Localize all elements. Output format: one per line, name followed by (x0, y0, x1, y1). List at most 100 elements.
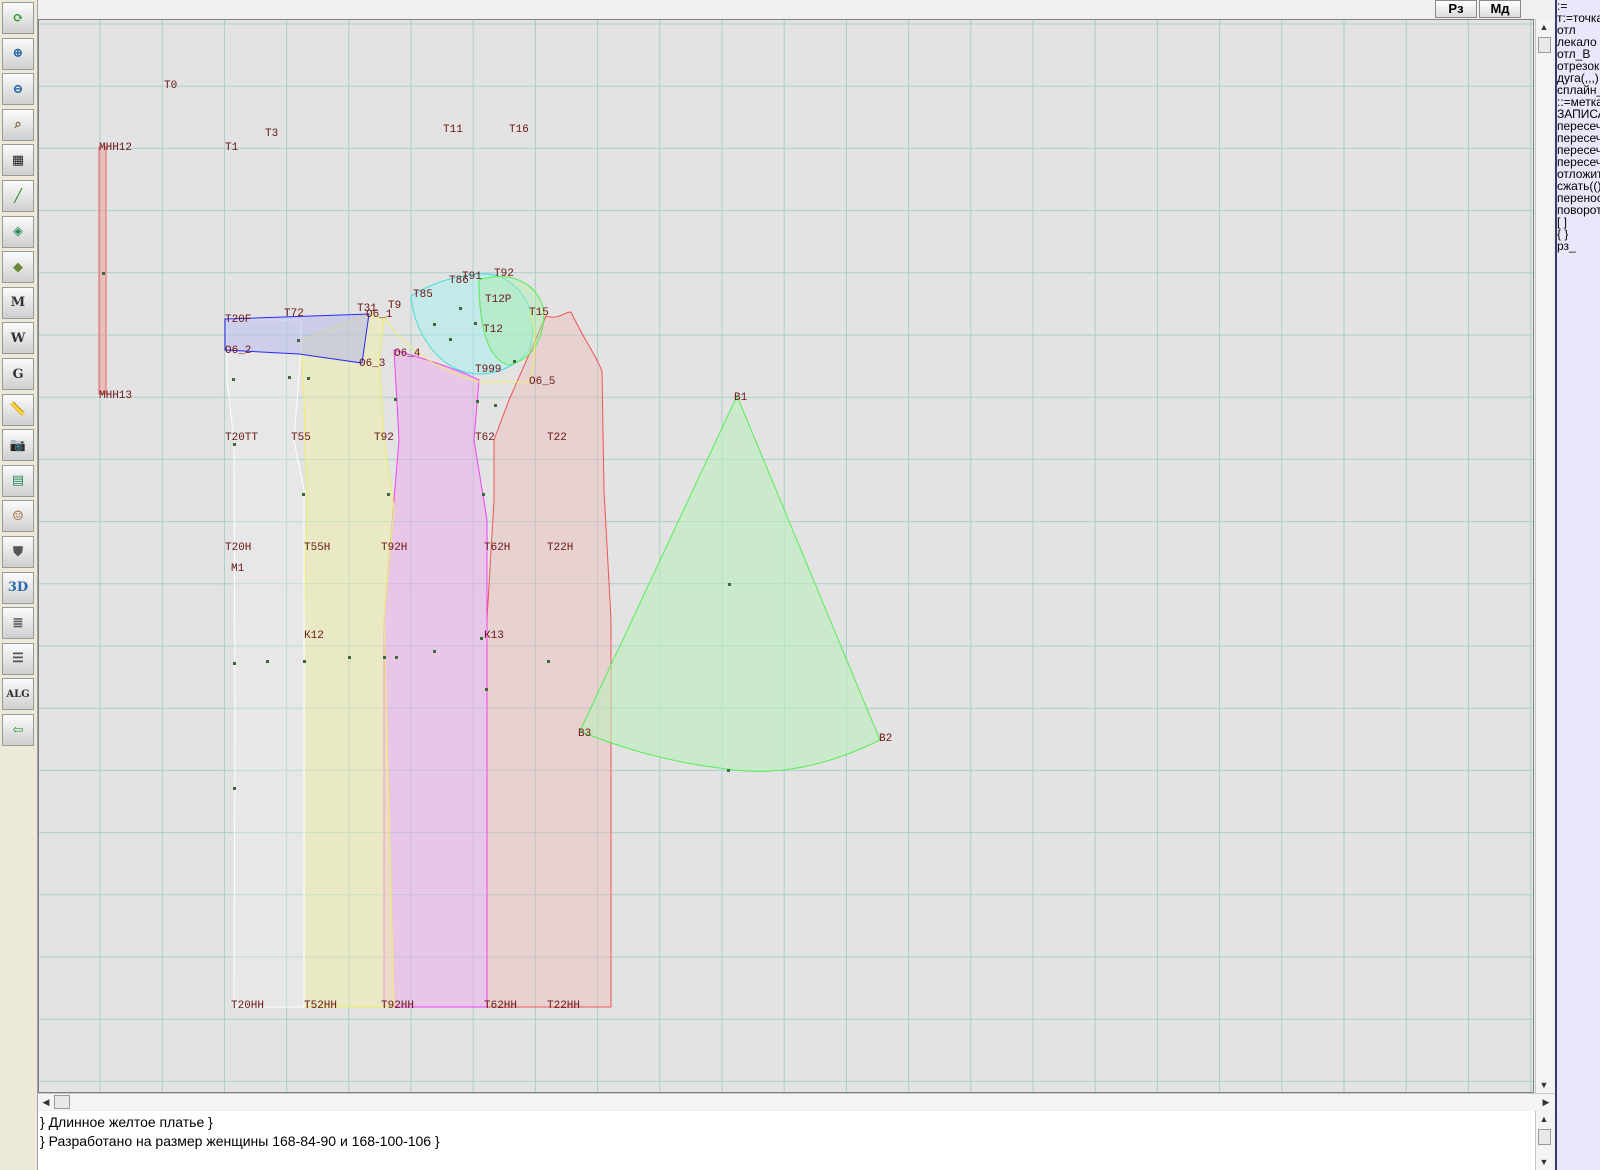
ruler-icon[interactable]: 📏 (2, 393, 34, 426)
point-marker (303, 660, 306, 663)
point-marker (102, 272, 105, 275)
white-sleeve-panel (226, 319, 305, 1008)
point-marker (474, 322, 477, 325)
compass-w-icon[interactable]: W (2, 322, 34, 355)
point-label: Т20Н (225, 542, 251, 554)
map-layer-icon[interactable]: ◈ (2, 215, 34, 248)
command-list-panel[interactable]: := т:=точка отл лекало отл_В отрезок дуга(,,,)… (1555, 0, 1600, 1170)
comment-line: } Длинное желтое платье } (40, 1114, 213, 1130)
vertical-scrollbar[interactable]: ▲ ▼ (1535, 19, 1553, 1093)
refresh-icon[interactable]: ⟳ (2, 2, 34, 34)
point-label: Т15 (529, 307, 549, 319)
scroll-right-icon[interactable]: ▶ (1542, 1097, 1550, 1107)
command-item[interactable]: пересеч (1557, 143, 1600, 157)
line-tool-icon[interactable]: ╱ (2, 180, 34, 212)
pattern-drawing: Т0 МНН12 Т1 Т3 Т11 Т16 Т91 Т92 Т85 Т86 Т12Р Т12 Т9 Т2… (39, 20, 1533, 1092)
rz-button[interactable]: Рз (1435, 0, 1477, 18)
command-item[interactable]: сплайн_ (1557, 83, 1600, 97)
command-item[interactable]: рз_ (1557, 239, 1576, 253)
point-label: Т20НН (231, 1000, 264, 1012)
yellow-front-panel (300, 312, 395, 1008)
command-item[interactable]: отл (1557, 23, 1576, 37)
comment-scroll-thumb[interactable] (1538, 1129, 1551, 1145)
point-label: Т92Н (381, 542, 407, 554)
cyan-collar-piece (410, 273, 534, 375)
point-label: Т62 (475, 432, 495, 444)
scroll-down-icon[interactable]: ▼ (1539, 1157, 1549, 1167)
point-label: О6_1 (366, 309, 393, 321)
command-item[interactable]: поворот (1557, 203, 1600, 217)
point-label: Т86 (449, 275, 469, 287)
curve-g-icon[interactable]: G (2, 358, 34, 390)
command-item[interactable]: пересеч (1557, 119, 1600, 133)
command-item[interactable]: [ ] (1557, 215, 1568, 229)
map-m-icon[interactable]: M (2, 286, 34, 319)
point-label: Т62НН (484, 1000, 517, 1012)
command-item[interactable]: т:=точка (1557, 11, 1600, 25)
point-labels: Т0 МНН12 Т1 Т3 Т11 Т16 Т91 Т92 Т85 Т86 Т12Р Т12 Т9 Т2… (99, 80, 892, 1012)
top-bar: Рз Мд (38, 0, 1554, 19)
text-list-icon[interactable]: ≣ (2, 607, 34, 640)
point-marker (348, 656, 351, 659)
point-marker (459, 307, 462, 310)
command-item[interactable]: ::=метка (1557, 95, 1600, 109)
map-zoom-icon[interactable]: ⌕ (2, 108, 34, 141)
point-label: Т12 (483, 324, 503, 336)
point-label: Т92 (374, 432, 394, 444)
command-item[interactable]: дуга(,,,) (1557, 71, 1599, 85)
zoom-out-icon[interactable]: ⊖ (2, 73, 34, 106)
zoom-in-icon[interactable]: ⊕ (2, 37, 34, 70)
command-item[interactable]: ЗАПИСАТЬ (1557, 107, 1600, 121)
command-item[interactable]: сжать(() (1557, 179, 1600, 193)
point-label: К13 (484, 630, 504, 642)
command-item[interactable]: отрезок (1557, 59, 1600, 73)
point-label: МНН12 (99, 142, 132, 154)
point-marker (233, 662, 236, 665)
algorithm-icon[interactable]: ALG (2, 678, 34, 711)
command-item[interactable]: лекало (1557, 35, 1597, 49)
vertical-scroll-thumb[interactable] (1538, 37, 1551, 53)
grid-icon[interactable]: ▦ (2, 144, 34, 177)
point-marker (449, 338, 452, 341)
magenta-side-panel (383, 349, 488, 1008)
scroll-up-icon[interactable]: ▲ (1539, 22, 1549, 32)
3d-view-icon[interactable]: 3D (2, 571, 34, 604)
scroll-up-icon[interactable]: ▲ (1539, 1114, 1549, 1124)
comment-line: } Разработано на размер женщины 168-84-9… (40, 1133, 440, 1149)
md-button[interactable]: Мд (1479, 0, 1521, 18)
command-item[interactable]: { } (1557, 227, 1569, 241)
comment-scrollbar[interactable]: ▲ ▼ (1535, 1111, 1553, 1170)
point-label: Т55Н (304, 542, 330, 554)
camera-icon[interactable]: 📷 (2, 429, 34, 462)
point-marker (433, 650, 436, 653)
point-label: О6_3 (359, 358, 385, 370)
point-label: Т91 (462, 271, 482, 283)
exit-arrow-icon[interactable]: ⇦ (2, 714, 34, 746)
jacket-icon[interactable]: ⛊ (2, 536, 34, 568)
point-label: Т16 (509, 124, 529, 136)
point-markers (102, 272, 731, 790)
point-marker (387, 493, 390, 496)
scroll-down-icon[interactable]: ▼ (1539, 1080, 1549, 1090)
command-item[interactable]: отложит (1557, 167, 1600, 181)
point-label: Т11 (443, 124, 463, 136)
point-marker (307, 377, 310, 380)
scroll-left-icon[interactable]: ◀ (42, 1097, 50, 1107)
horizontal-scrollbar[interactable]: ◀ ▶ (38, 1093, 1554, 1110)
command-item[interactable]: := (1557, 0, 1568, 13)
stack-icon[interactable]: ☰ (2, 642, 34, 675)
pattern-canvas[interactable]: Т0 МНН12 Т1 Т3 Т11 Т16 Т91 Т92 Т85 Т86 Т12Р Т12 Т9 Т2… (38, 19, 1534, 1093)
point-marker (485, 688, 488, 691)
point-label: Т0 (164, 80, 177, 92)
model-face-icon[interactable]: ☺ (2, 500, 34, 533)
point-marker (395, 656, 398, 659)
point-marker (482, 493, 485, 496)
document-icon[interactable]: ▤ (2, 464, 34, 497)
horizontal-scroll-thumb[interactable] (54, 1095, 70, 1109)
map-edit-icon[interactable]: ◆ (2, 251, 34, 284)
comment-text-area[interactable]: } Длинное желтое платье } } Разработано … (38, 1111, 1535, 1170)
command-item[interactable]: отл_В (1557, 47, 1591, 61)
command-item[interactable]: пересеч (1557, 131, 1600, 145)
command-item[interactable]: пересеч (1557, 155, 1600, 169)
command-item[interactable]: перенос (1557, 191, 1600, 205)
